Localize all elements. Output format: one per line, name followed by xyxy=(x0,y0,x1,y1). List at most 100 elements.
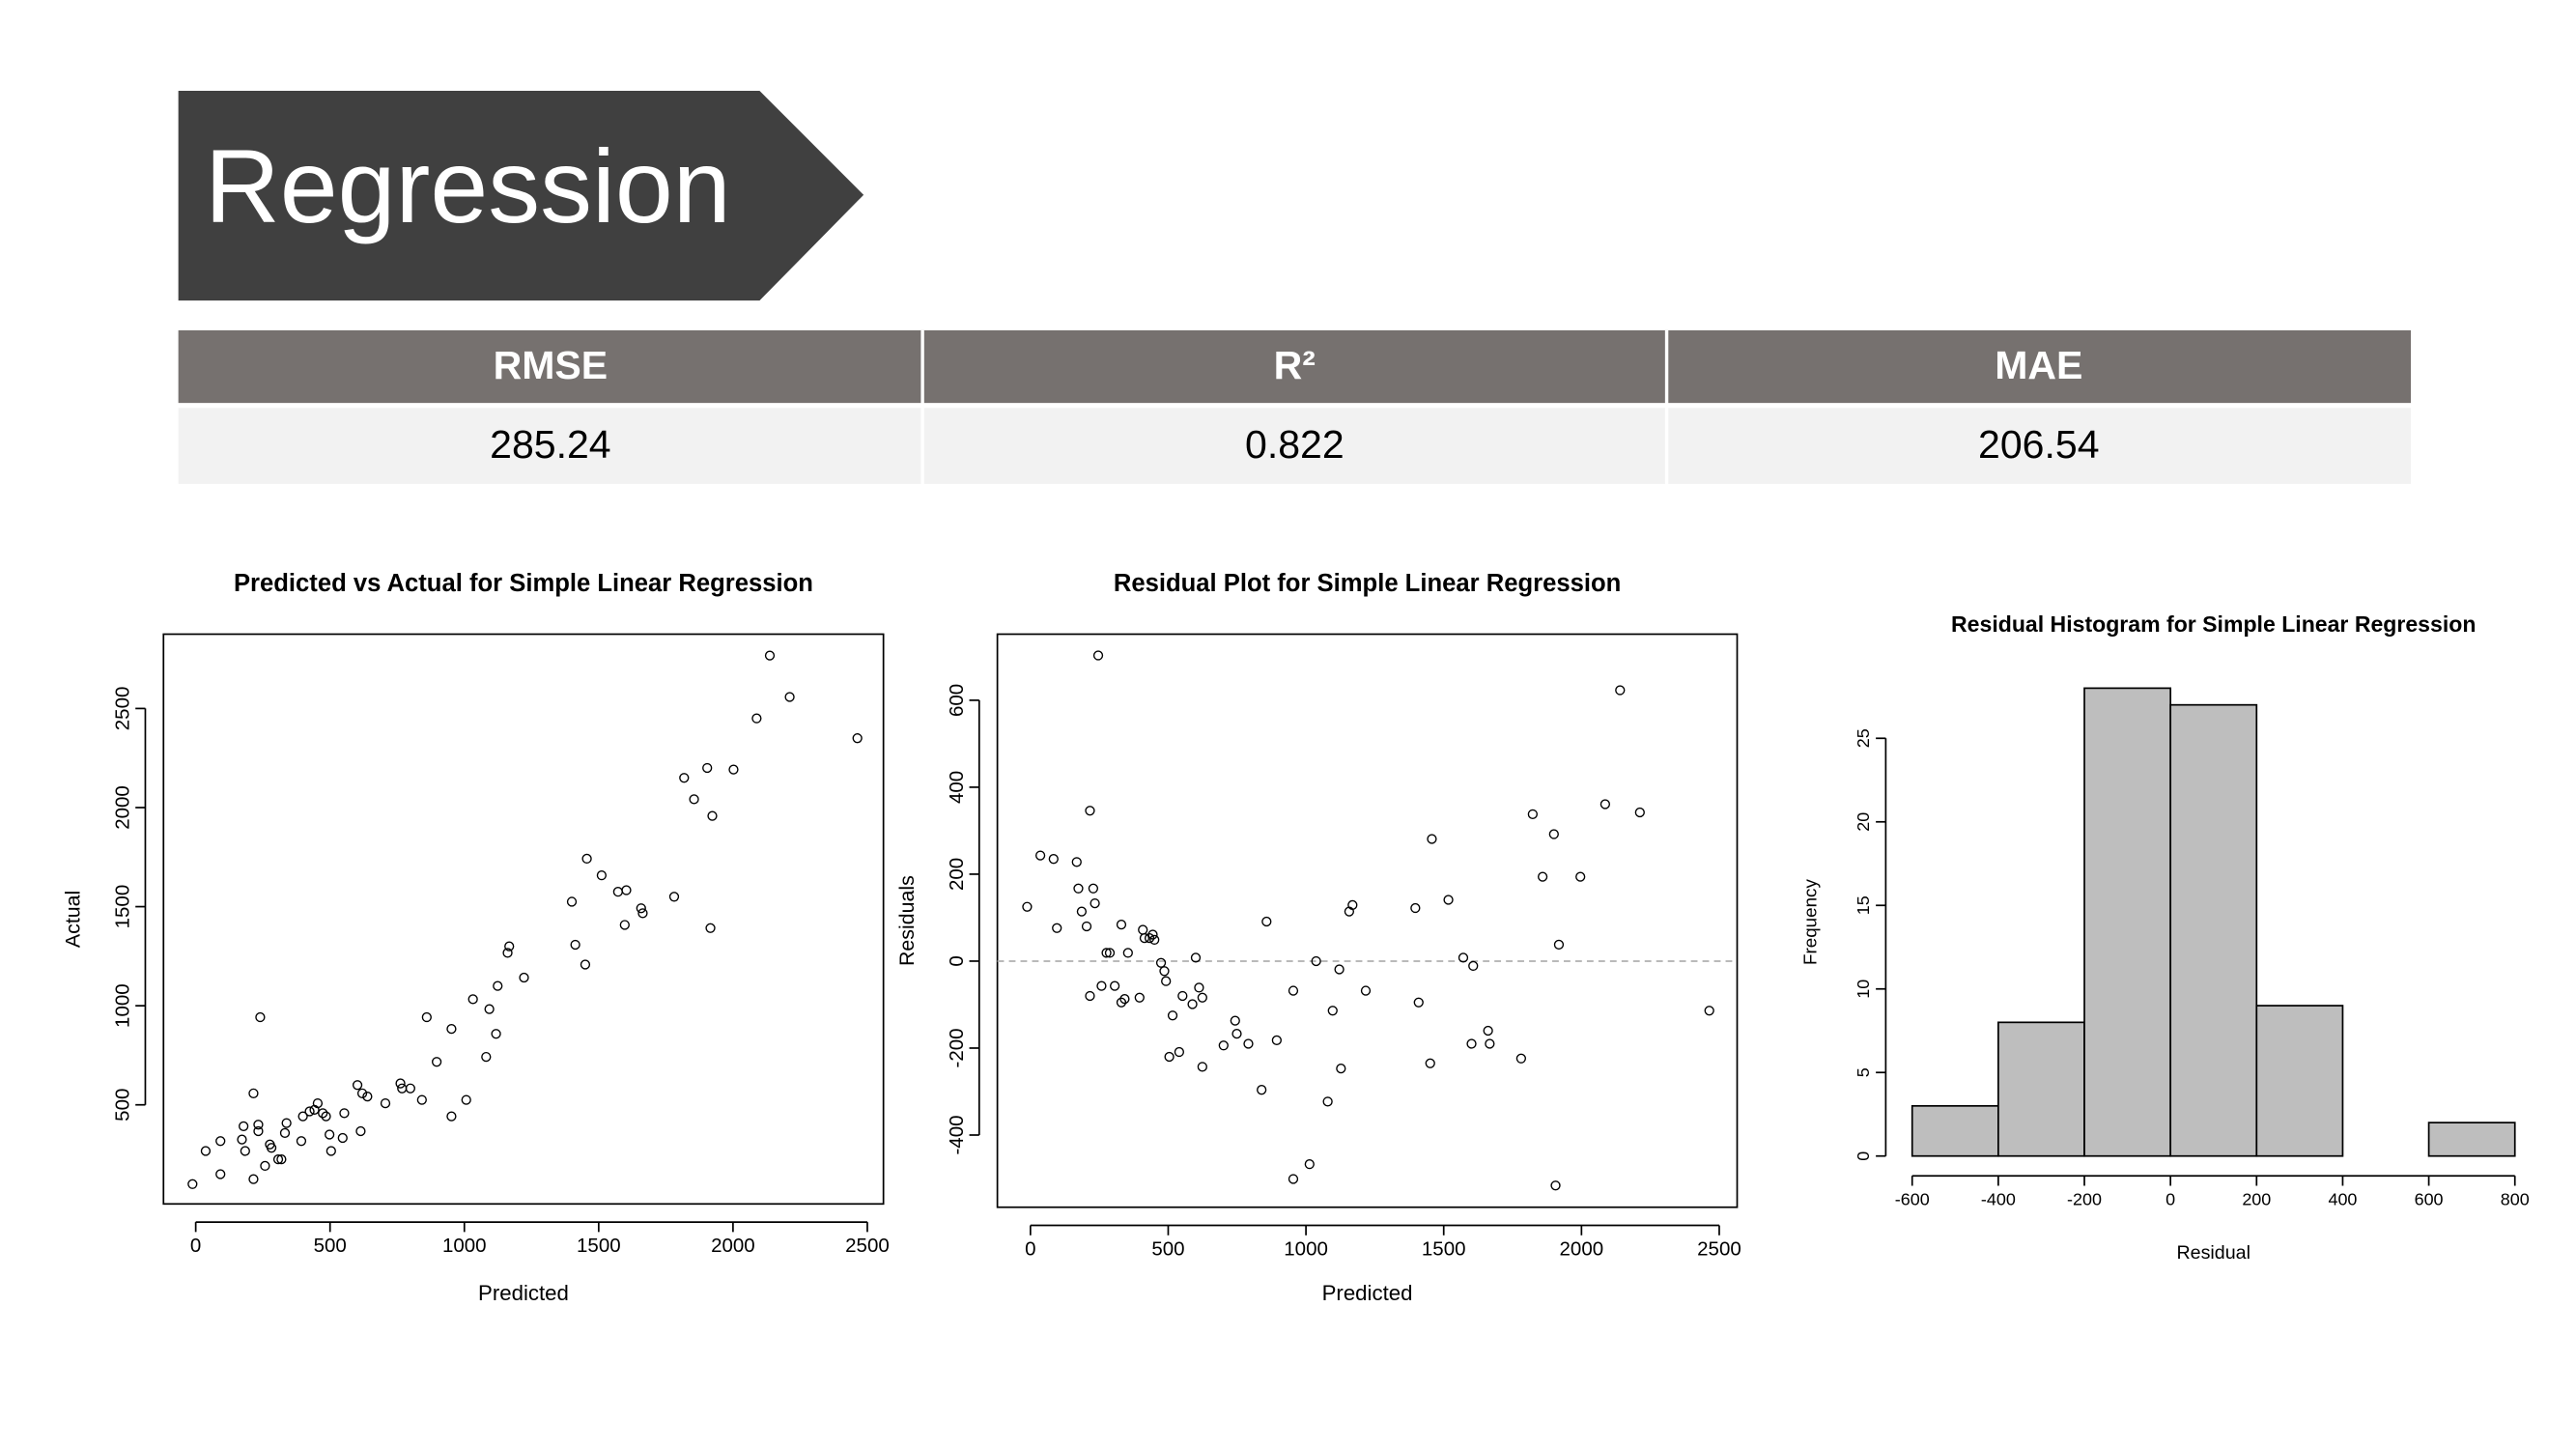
point xyxy=(751,713,762,724)
point xyxy=(1230,1015,1240,1026)
point xyxy=(467,994,478,1005)
point xyxy=(395,1078,406,1089)
x-tick-label: 500 xyxy=(314,1235,347,1257)
point xyxy=(266,1143,277,1153)
point xyxy=(1413,997,1424,1008)
point xyxy=(1515,1053,1527,1064)
point xyxy=(1550,1180,1561,1191)
point xyxy=(1022,901,1033,912)
chart-title: Residual Plot for Simple Linear Regressi… xyxy=(1114,570,1621,597)
point xyxy=(255,1011,266,1023)
point xyxy=(187,1179,198,1189)
point xyxy=(1147,929,1158,940)
point xyxy=(637,908,648,919)
chart-title: Residual Histogram for Simple Linear Reg… xyxy=(1951,611,2476,637)
point xyxy=(248,1174,259,1184)
point xyxy=(679,773,690,783)
data-cell: 0.822 xyxy=(1245,422,1345,467)
point xyxy=(707,810,718,821)
y-tick-label: 0 xyxy=(946,955,968,966)
x-tick-label: 1000 xyxy=(1284,1238,1328,1261)
y-tick-label: 1000 xyxy=(112,983,134,1028)
point xyxy=(276,1154,287,1165)
point xyxy=(596,870,608,881)
y-tick-label: 15 xyxy=(1854,895,1873,915)
point xyxy=(1458,952,1469,963)
y-axis-label: Actual xyxy=(62,891,85,948)
point xyxy=(1155,957,1167,968)
point xyxy=(356,1088,368,1098)
point xyxy=(1161,976,1172,986)
y-tick-label: 2000 xyxy=(112,785,134,830)
point xyxy=(461,1094,471,1105)
point xyxy=(272,1154,284,1165)
point xyxy=(1122,948,1133,958)
point xyxy=(852,733,863,744)
header-cell: MAE xyxy=(1995,343,2082,387)
y-tick-label: 600 xyxy=(946,684,968,717)
point xyxy=(1085,806,1095,816)
point xyxy=(362,1091,373,1102)
point xyxy=(352,1080,363,1091)
header-cell: R² xyxy=(1274,343,1316,387)
chart-title: Predicted vs Actual for Simple Linear Re… xyxy=(234,570,813,597)
point xyxy=(1468,960,1479,972)
point xyxy=(215,1136,226,1147)
x-tick-label: -600 xyxy=(1895,1190,1930,1209)
point xyxy=(1704,1006,1714,1016)
point xyxy=(321,1111,331,1122)
bar xyxy=(1997,1021,2085,1157)
point xyxy=(1425,1058,1435,1068)
x-axis-label: Predicted xyxy=(478,1281,569,1305)
point xyxy=(1322,1096,1333,1107)
point xyxy=(1218,1040,1229,1051)
point xyxy=(705,923,716,933)
chart: Residual Plot for Simple Linear Regressi… xyxy=(895,570,1741,1305)
point xyxy=(621,885,632,895)
point xyxy=(297,1111,308,1122)
x-tick-label: 0 xyxy=(2166,1190,2175,1209)
point xyxy=(1485,1038,1495,1049)
point xyxy=(416,1094,427,1105)
point xyxy=(1410,902,1421,914)
point xyxy=(502,948,513,958)
x-tick-label: 2000 xyxy=(1560,1238,1604,1261)
y-tick-label: 400 xyxy=(946,771,968,804)
point xyxy=(215,1169,226,1179)
point xyxy=(1548,829,1559,839)
point xyxy=(1187,999,1198,1009)
point xyxy=(260,1160,270,1172)
point xyxy=(312,1097,324,1109)
slide-title: Regression xyxy=(205,128,731,244)
point xyxy=(728,764,739,775)
x-tick-label: 400 xyxy=(2328,1190,2357,1209)
point xyxy=(1034,850,1046,861)
point xyxy=(296,1136,307,1147)
point xyxy=(1537,871,1548,882)
point xyxy=(1139,932,1150,944)
point xyxy=(1615,685,1626,696)
x-tick-label: 2000 xyxy=(711,1235,755,1257)
point xyxy=(1360,985,1372,996)
point xyxy=(405,1083,415,1094)
point xyxy=(1164,1051,1175,1063)
point xyxy=(279,1127,291,1138)
point xyxy=(1159,966,1170,977)
point xyxy=(248,1088,259,1098)
point xyxy=(1347,899,1358,911)
point xyxy=(689,794,699,805)
point xyxy=(380,1097,391,1109)
point xyxy=(326,1146,336,1156)
data-cell: 206.54 xyxy=(1978,422,2099,467)
x-tick-label: 600 xyxy=(2415,1190,2444,1209)
x-tick-label: -400 xyxy=(1981,1190,2016,1209)
point xyxy=(337,1132,348,1144)
point xyxy=(253,1125,264,1137)
point xyxy=(570,939,580,951)
point xyxy=(1634,807,1645,818)
point xyxy=(1144,932,1155,944)
point xyxy=(1116,920,1127,930)
y-tick-label: -200 xyxy=(946,1028,968,1067)
point xyxy=(504,941,515,952)
